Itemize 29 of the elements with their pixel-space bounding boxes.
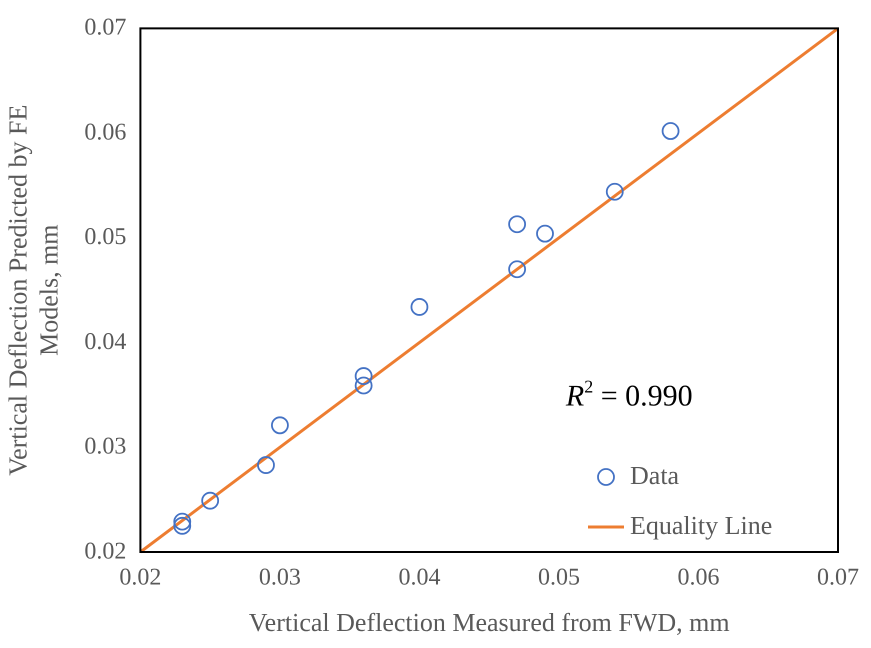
- point: [354, 376, 373, 394]
- x-tick-label: 0.03: [258, 564, 301, 591]
- y-tick-label: 0.07: [84, 14, 126, 41]
- point: [173, 512, 192, 531]
- x-tick-label: 0.02: [119, 564, 162, 591]
- x-axis-title: Vertical Deflection Measured from FWD, mm: [248, 608, 730, 638]
- y-axis-title: Vertical Deflection Predicted by FE Models, mm: [3, 104, 64, 476]
- point: [508, 260, 526, 278]
- x-tick-label: 0.05: [538, 564, 580, 591]
- point: [508, 215, 526, 234]
- point: [354, 367, 373, 385]
- y-tick-label: 0.02: [84, 538, 126, 564]
- y-tick-label: 0.05: [84, 224, 126, 250]
- y-tick-label: 0.06: [84, 119, 126, 146]
- point: [201, 492, 220, 510]
- point: [536, 224, 554, 243]
- y-tick-label: 0.04: [84, 328, 126, 355]
- x-tick-label: 0.07: [817, 564, 859, 591]
- point: [257, 456, 275, 474]
- point: [173, 516, 192, 535]
- point: [271, 416, 289, 434]
- x-tick-label: 0.06: [677, 564, 720, 591]
- point: [606, 182, 624, 201]
- y-tick-label: 0.03: [84, 434, 126, 460]
- point: [410, 298, 428, 316]
- point: [662, 122, 680, 140]
- legend-label: Equality Line: [630, 510, 772, 540]
- legend-label: Data: [630, 460, 680, 490]
- x-tick-label: 0.04: [398, 564, 440, 591]
